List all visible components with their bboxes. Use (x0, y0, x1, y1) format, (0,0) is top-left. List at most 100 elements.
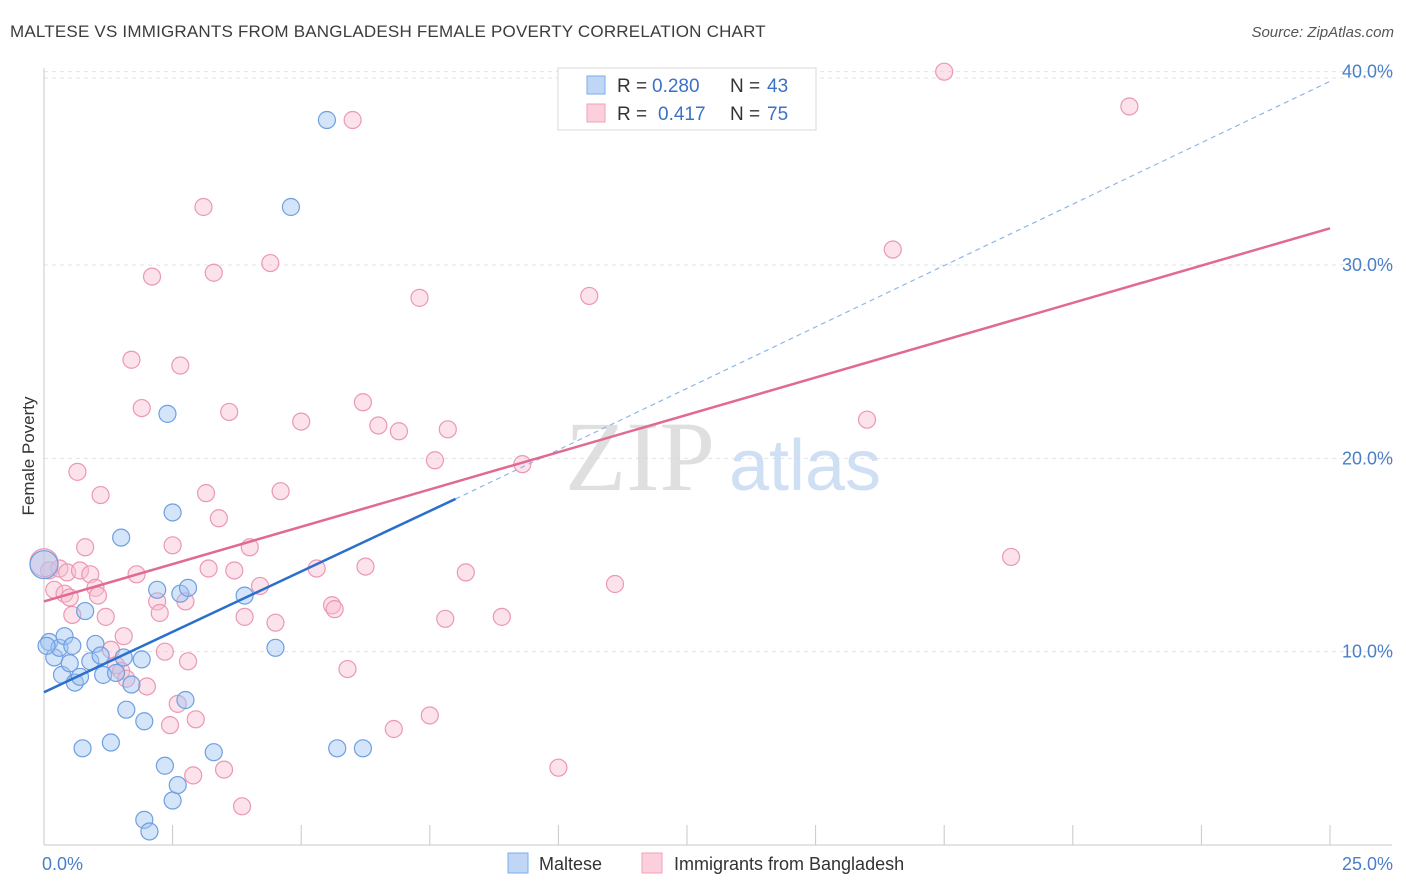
maltese-point-24 (135, 810, 154, 829)
bangladesh-point-22 (132, 398, 151, 418)
maltese-point-5 (55, 627, 74, 646)
watermark-atlas: atlas (729, 426, 881, 506)
bangladesh-point-44 (232, 797, 252, 816)
maltese-point-16 (101, 733, 120, 752)
bangladesh-point-43 (225, 561, 244, 580)
bangladesh-point-54 (325, 600, 344, 619)
bangladesh-point-19 (117, 669, 136, 688)
bangladesh-point-50 (271, 482, 290, 501)
bangladesh-point-64 (425, 451, 445, 470)
maltese-point-41 (353, 739, 373, 758)
bangladesh-point-70 (549, 758, 568, 777)
bangladesh-point-23 (137, 677, 156, 696)
bangladesh-point-51 (292, 412, 311, 431)
legend-r-value-bangladesh: 0.417 (658, 104, 706, 125)
bangladesh-point-14 (96, 607, 115, 626)
maltese-point-35 (204, 743, 223, 762)
maltese-trend-line (43, 497, 457, 694)
bangladesh-point-39 (204, 263, 223, 282)
x-tick-label-0: 0.0% (42, 854, 83, 874)
bangladesh-point-65 (436, 609, 455, 628)
bottom-legend-swatch-maltese (507, 852, 529, 874)
maltese-point-23 (135, 712, 154, 731)
bangladesh-point-73 (857, 410, 877, 429)
bangladesh-point-35 (186, 710, 205, 729)
bangladesh-point-29 (163, 536, 182, 555)
legend-n-value-maltese: 43 (767, 76, 788, 97)
maltese-point-0 (29, 550, 59, 580)
bangladesh-point-40 (209, 509, 228, 528)
source-label: Source: ZipAtlas.com (1251, 24, 1394, 41)
series-maltese-points (29, 110, 373, 841)
watermark: ZIP atlas (565, 401, 881, 512)
maltese-point-21 (122, 675, 141, 694)
bangladesh-point-57 (353, 393, 373, 412)
bangladesh-point-77 (1120, 97, 1139, 116)
bangladesh-point-7 (68, 462, 87, 481)
trend-lines (43, 80, 1331, 694)
bangladesh-point-63 (420, 706, 439, 725)
bangladesh-point-18 (114, 627, 133, 646)
bangladesh-point-56 (343, 110, 362, 130)
maltese-point-22 (132, 650, 151, 669)
legend-n-value-bangladesh: 75 (767, 104, 788, 125)
bangladesh-point-42 (220, 402, 239, 422)
maltese-point-31 (168, 775, 187, 795)
x-tick-label-1: 25.0% (1342, 854, 1393, 874)
bangladesh-point-71 (580, 286, 599, 306)
bangladesh-point-74 (883, 240, 902, 259)
bangladesh-point-33 (178, 652, 198, 671)
maltese-point-6 (60, 654, 79, 673)
bangladesh-trend-line (43, 227, 1331, 603)
axes: 10.0% 20.0% 30.0% 40.0% 0.0% 25.0% (42, 62, 1393, 874)
maltese-point-28 (158, 404, 177, 423)
maltese-point-34 (178, 578, 198, 597)
legend-r-label-maltese: R = (617, 76, 647, 97)
chart-title: MALTESE VS IMMIGRANTS FROM BANGLADESH FE… (10, 22, 766, 41)
maltese-point-38 (281, 197, 301, 217)
maltese-point-26 (148, 580, 167, 599)
bangladesh-point-76 (1001, 547, 1021, 567)
bangladesh-point-20 (122, 350, 141, 369)
y-tick-label-2: 30.0% (1342, 255, 1393, 275)
legend-n-label-maltese: N = (730, 76, 760, 97)
watermark-zip: ZIP (565, 401, 715, 512)
bottom-legend-label-bangladesh: Immigrants from Bangladesh (674, 854, 904, 874)
maltese-point-7 (63, 636, 82, 655)
bangladesh-point-61 (389, 422, 409, 441)
bangladesh-point-36 (194, 197, 213, 217)
bangladesh-point-49 (266, 613, 285, 632)
bangladesh-point-66 (438, 420, 457, 439)
bangladesh-point-28 (160, 716, 180, 735)
maltese-point-14 (91, 646, 110, 665)
bangladesh-point-45 (235, 607, 254, 626)
bangladesh-point-9 (76, 538, 95, 557)
stats-legend: R = 0.280 N = 43 R = 0.417 N = 75 (557, 67, 817, 131)
y-tick-label-3: 40.0% (1342, 62, 1393, 82)
bangladesh-point-41 (214, 760, 234, 779)
bangladesh-point-38 (199, 559, 218, 578)
maltese-point-30 (163, 503, 182, 522)
bangladesh-point-67 (456, 563, 475, 582)
maltese-point-29 (163, 791, 182, 810)
maltese-point-33 (176, 690, 195, 710)
y-tick-label-0: 10.0% (1342, 642, 1393, 662)
maltese-point-17 (106, 663, 126, 683)
legend-swatch-maltese (586, 75, 606, 95)
bangladesh-point-58 (356, 557, 375, 576)
legend-r-label-bangladesh: R = (617, 104, 647, 125)
maltese-point-18 (112, 528, 131, 547)
maltese-point-40 (328, 739, 347, 758)
maltese-point-37 (266, 638, 285, 657)
maltese-point-27 (155, 756, 174, 775)
maltese-point-10 (73, 739, 92, 758)
bangladesh-point-62 (410, 288, 429, 307)
bangladesh-point-12 (88, 586, 108, 605)
bangladesh-point-75 (935, 62, 954, 81)
bangladesh-point-34 (184, 766, 203, 785)
bangladesh-point-27 (155, 642, 174, 661)
bangladesh-point-24 (142, 267, 162, 286)
bangladesh-point-55 (338, 659, 357, 679)
maltese-point-13 (86, 634, 105, 654)
